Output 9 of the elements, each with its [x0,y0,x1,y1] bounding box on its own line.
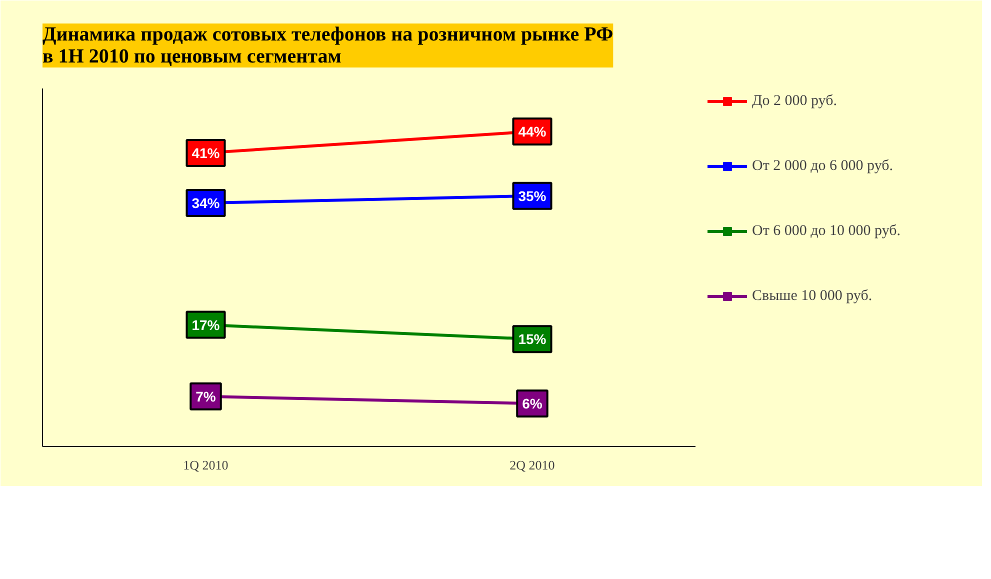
legend-label: До 2 000 руб. [752,92,837,110]
x-tick-label: 2Q 2010 [510,458,555,472]
chart-title: Динамика продаж сотовых телефонов на розничном рынке РФ в 1H 2010 по ценовым сегментам [42,24,614,68]
legend-label: От 2 000 до 6 000 руб. [752,158,894,174]
x-tick-label: 1Q 2010 [183,458,228,472]
data-label: 7% [196,388,216,404]
data-label: 6% [522,396,543,412]
legend-label: От 6 000 до 10 000 руб. [752,222,901,240]
legend-label: Свыше 10 000 руб. [752,288,872,304]
